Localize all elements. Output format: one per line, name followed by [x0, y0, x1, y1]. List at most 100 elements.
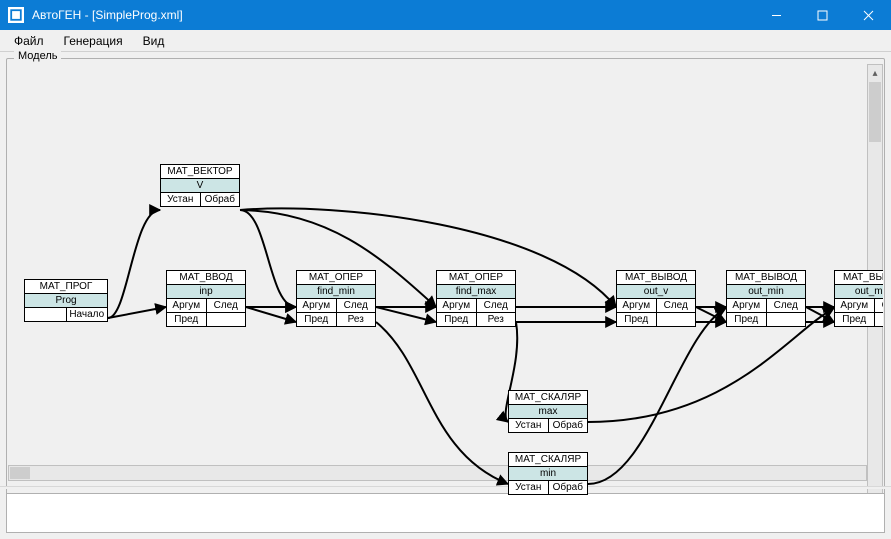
node-type: МАТ_ВЫВОД: [727, 271, 805, 285]
node-port[interactable]: Пред: [617, 313, 657, 326]
node-type: МАТ_ОПЕР: [437, 271, 515, 285]
node-port-row: АргумСлед: [437, 299, 515, 313]
separator: [0, 486, 891, 489]
node-port[interactable]: Аргум: [727, 299, 767, 312]
node-port[interactable]: [25, 308, 67, 321]
node-port[interactable]: Аргум: [167, 299, 207, 312]
diagram-canvas[interactable]: МАТ_ПРОГProg Начало МАТ_ВЕКТОРVУстанОбраб…: [8, 64, 883, 516]
minimize-button[interactable]: [753, 0, 799, 30]
node-port[interactable]: [767, 313, 806, 326]
node-port[interactable]: След: [657, 299, 696, 312]
menu-bar: ФайлГенерацияВид: [0, 30, 891, 52]
node-port-row: АргумСлед: [167, 299, 245, 313]
diagram-node[interactable]: МАТ_ВЕКТОРVУстанОбраб: [160, 164, 240, 207]
edge: [376, 307, 436, 322]
node-port-row: АргумСлед: [297, 299, 375, 313]
diagram-node[interactable]: МАТ_ВЫВОДout_vАргумСледПред: [616, 270, 696, 327]
diagram-node[interactable]: МАТ_СКАЛЯРmaxУстанОбраб: [508, 390, 588, 433]
node-port[interactable]: Устан: [509, 481, 549, 494]
node-port-row: АргумСлед: [727, 299, 805, 313]
node-port-row: АргумСлед: [835, 299, 883, 313]
panel-label: Модель: [14, 50, 61, 62]
node-port[interactable]: Обраб: [201, 193, 240, 206]
node-port[interactable]: [207, 313, 246, 326]
node-type: МАТ_ВЫВОД: [617, 271, 695, 285]
window-title: АвтоГЕН - [SimpleProg.xml]: [32, 8, 753, 22]
node-port[interactable]: След: [477, 299, 516, 312]
node-port-row: УстанОбраб: [509, 419, 587, 432]
node-port[interactable]: Обраб: [549, 481, 588, 494]
diagram-node[interactable]: МАТ_ОПЕРfind_minАргумСледПредРез: [296, 270, 376, 327]
node-port[interactable]: Устан: [509, 419, 549, 432]
node-port[interactable]: Аргум: [437, 299, 477, 312]
node-name: find_max: [437, 285, 515, 299]
node-type: МАТ_ВЕКТОР: [161, 165, 239, 179]
node-port[interactable]: Начало: [67, 308, 108, 321]
scroll-up-icon[interactable]: ▴: [868, 65, 882, 81]
menu-item[interactable]: Файл: [4, 32, 54, 50]
scroll-thumb[interactable]: [10, 467, 30, 479]
node-type: МАТ_СКАЛЯР: [509, 453, 587, 467]
edge: [696, 307, 726, 322]
node-port[interactable]: Рез: [477, 313, 516, 326]
node-port-row: УстанОбраб: [509, 481, 587, 494]
log-panel[interactable]: [6, 493, 885, 533]
edge: [246, 307, 296, 322]
node-port[interactable]: Пред: [437, 313, 477, 326]
diagram-node[interactable]: МАТ_СКАЛЯРminУстанОбраб: [508, 452, 588, 495]
node-port[interactable]: Устан: [161, 193, 201, 206]
node-port[interactable]: Аргум: [297, 299, 337, 312]
canvas-viewport: МАТ_ПРОГProg Начало МАТ_ВЕКТОРVУстанОбраб…: [8, 64, 883, 516]
node-port[interactable]: След: [875, 299, 884, 312]
node-port[interactable]: Обраб: [549, 419, 588, 432]
diagram-node[interactable]: МАТ_ВВОДinpАргумСледПред: [166, 270, 246, 327]
node-name: out_min: [727, 285, 805, 299]
node-name: min: [509, 467, 587, 481]
horizontal-scrollbar[interactable]: [8, 465, 867, 481]
node-name: inp: [167, 285, 245, 299]
menu-item[interactable]: Вид: [133, 32, 175, 50]
node-port[interactable]: Аргум: [617, 299, 657, 312]
maximize-button[interactable]: [799, 0, 845, 30]
node-port[interactable]: Аргум: [835, 299, 875, 312]
node-port-row: ПредРез: [297, 313, 375, 326]
menu-item[interactable]: Генерация: [54, 32, 133, 50]
node-port-row: АргумСлед: [617, 299, 695, 313]
node-name: max: [509, 405, 587, 419]
node-port[interactable]: Пред: [297, 313, 337, 326]
node-type: МАТ_СКАЛЯР: [509, 391, 587, 405]
node-name: find_min: [297, 285, 375, 299]
node-name: out_v: [617, 285, 695, 299]
node-port-row: УстанОбраб: [161, 193, 239, 206]
diagram-node[interactable]: МАТ_ВЫВОДout_minАргумСледПред: [726, 270, 806, 327]
node-type: МАТ_ПРОГ: [25, 280, 107, 294]
node-port[interactable]: [657, 313, 696, 326]
node-port[interactable]: Рез: [337, 313, 376, 326]
node-port[interactable]: [875, 313, 884, 326]
edge: [588, 308, 726, 484]
node-type: МАТ_ОПЕР: [297, 271, 375, 285]
edge: [806, 307, 834, 322]
scroll-thumb[interactable]: [869, 82, 881, 142]
node-port-row: ПредРез: [437, 313, 515, 326]
node-port[interactable]: Пред: [727, 313, 767, 326]
app-icon: [8, 7, 24, 23]
node-port-row: Начало: [25, 308, 107, 321]
edge: [376, 322, 508, 484]
node-name: out_max: [835, 285, 883, 299]
node-type: МАТ_ВЫВОД: [835, 271, 883, 285]
node-port[interactable]: Пред: [835, 313, 875, 326]
diagram-node[interactable]: МАТ_ВЫВОДout_maxАргумСледПред: [834, 270, 883, 327]
title-bar: АвтоГЕН - [SimpleProg.xml]: [0, 0, 891, 30]
node-port[interactable]: След: [337, 299, 376, 312]
close-button[interactable]: [845, 0, 891, 30]
edge: [108, 210, 160, 318]
diagram-node[interactable]: МАТ_ПРОГProg Начало: [24, 279, 108, 322]
node-port-row: Пред: [617, 313, 695, 326]
node-port[interactable]: Пред: [167, 313, 207, 326]
node-name: Prog: [25, 294, 107, 308]
node-port[interactable]: След: [207, 299, 246, 312]
node-port[interactable]: След: [767, 299, 806, 312]
node-type: МАТ_ВВОД: [167, 271, 245, 285]
diagram-node[interactable]: МАТ_ОПЕРfind_maxАргумСледПредРез: [436, 270, 516, 327]
